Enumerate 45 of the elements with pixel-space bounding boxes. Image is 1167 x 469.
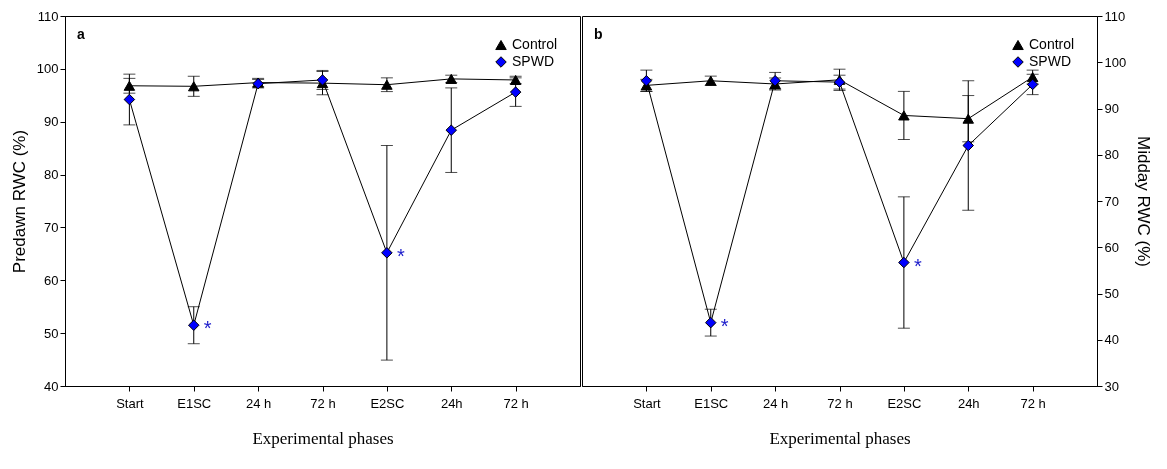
y-tick-label: 50 [1104, 286, 1119, 301]
y-tick-label: 50 [44, 325, 59, 341]
y-tick-label: 70 [1104, 193, 1119, 209]
x-tick-label: 24 h [762, 395, 789, 411]
annotation: * [203, 317, 212, 340]
x-tick-label: E1SC [694, 395, 729, 411]
y-tick-label: 60 [44, 272, 59, 288]
x-axis-title: Experimental phases [252, 428, 394, 448]
x-tick-label: E2SC [887, 395, 922, 411]
x-tick-label: Start [633, 395, 661, 411]
y-tick-label: 40 [1104, 332, 1119, 348]
y-tick-label: 100 [1104, 54, 1127, 70]
annotation: * [720, 314, 729, 337]
x-tick-label: 72 h [1020, 395, 1046, 411]
text: a [77, 26, 85, 42]
y-tick-label: 80 [1104, 147, 1119, 163]
x-tick-label: 24h [957, 395, 980, 411]
x-axis-title: Experimental phases [769, 428, 911, 448]
y-tick-label: 100 [36, 61, 59, 77]
text: b [594, 26, 603, 42]
legend-label: Control [1029, 36, 1075, 52]
legend-label: SPWD [512, 53, 554, 69]
x-tick-label: 72 h [503, 395, 529, 411]
y-axis-title: Midday RWC (%) [1134, 136, 1154, 267]
y-tick-label: 90 [44, 114, 59, 130]
x-tick-label: 24 h [245, 395, 272, 411]
x-tick-label: 24h [440, 395, 463, 411]
x-tick-label: E1SC [177, 395, 212, 411]
y-tick-label: 30 [1104, 378, 1119, 394]
y-tick-label: 40 [44, 378, 59, 394]
annotation: * [913, 254, 922, 277]
y-tick-label: 110 [1104, 8, 1126, 24]
x-tick-label: 72 h [310, 395, 336, 411]
x-tick-label: E2SC [370, 395, 405, 411]
y-tick-label: 90 [1104, 101, 1119, 116]
y-tick-label: 70 [44, 219, 59, 235]
legend-label: Control [512, 36, 558, 52]
y-tick-label: 80 [44, 167, 59, 183]
y-axis-title: Predawn RWC (%) [9, 129, 29, 274]
legend-label: SPWD [1029, 53, 1071, 69]
y-tick-label: 110 [37, 8, 59, 24]
annotation: * [396, 244, 405, 267]
y-tick-label: 60 [1104, 239, 1119, 255]
x-tick-label: Start [116, 395, 144, 411]
x-tick-label: 72 h [827, 395, 853, 411]
